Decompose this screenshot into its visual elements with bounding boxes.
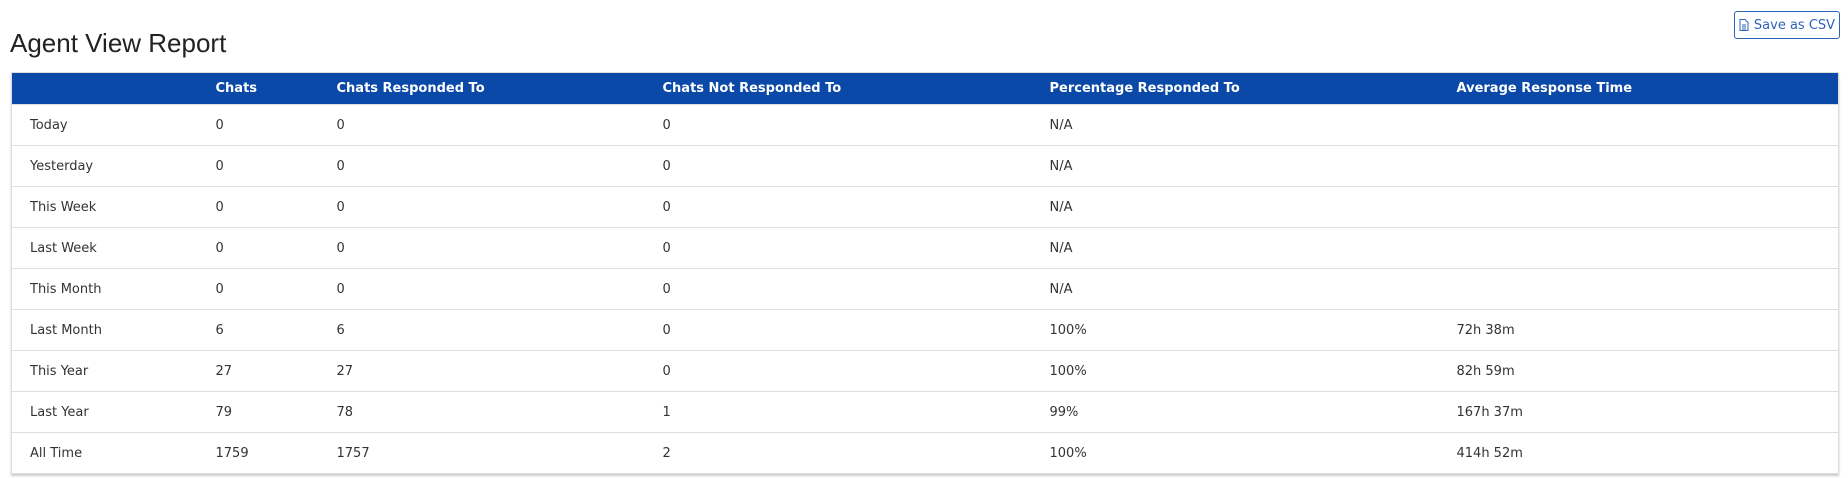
table-cell: 0 (215, 145, 337, 187)
table-cell: 99% (1049, 391, 1457, 433)
table-cell: 0 (662, 268, 1050, 310)
table-cell: N/A (1049, 268, 1457, 310)
table-row: Yesterday 0 0 0 N/A (11, 145, 1839, 187)
table-cell: N/A (1049, 227, 1457, 269)
table-cell: All Time (11, 432, 216, 474)
table-cell: Last Year (11, 391, 216, 433)
table-cell: 0 (336, 186, 663, 228)
table-cell: 0 (662, 227, 1050, 269)
header-cell: Chats Responded To (336, 72, 663, 105)
table-cell: This Week (11, 186, 216, 228)
table-cell: Last Month (11, 309, 216, 351)
table-row: Last Week 0 0 0 N/A (11, 227, 1839, 269)
table-cell: 6 (336, 309, 663, 351)
table-cell: N/A (1049, 104, 1457, 146)
header-cell: Chats (215, 72, 337, 105)
table-cell: 1757 (336, 432, 663, 474)
table-cell: 1 (662, 391, 1050, 433)
table-cell: 27 (215, 350, 337, 392)
table-cell: 0 (662, 186, 1050, 228)
file-icon (1739, 19, 1749, 31)
table-cell: 100% (1049, 350, 1457, 392)
table-cell: 82h 59m (1456, 350, 1839, 392)
table-cell: 78 (336, 391, 663, 433)
table-cell: 0 (336, 227, 663, 269)
table-cell (1456, 268, 1839, 310)
table-cell: 27 (336, 350, 663, 392)
table-cell: This Month (11, 268, 216, 310)
table-cell (1456, 227, 1839, 269)
table-cell: 0 (662, 104, 1050, 146)
header-cell: Chats Not Responded To (662, 72, 1050, 105)
table-row: Last Month 6 6 0 100% 72h 38m (11, 309, 1839, 351)
table-row: This Week 0 0 0 N/A (11, 186, 1839, 228)
table-row: All Time 1759 1757 2 100% 414h 52m (11, 432, 1839, 474)
table-cell: 0 (215, 186, 337, 228)
table-cell: This Year (11, 350, 216, 392)
table-cell: 100% (1049, 432, 1457, 474)
table-cell: 0 (662, 350, 1050, 392)
table-cell: 0 (336, 268, 663, 310)
table-cell: 0 (336, 104, 663, 146)
header-cell: Percentage Responded To (1049, 72, 1457, 105)
table-row: Today 0 0 0 N/A (11, 104, 1839, 146)
header-cell (11, 72, 216, 105)
table-cell: 100% (1049, 309, 1457, 351)
table-cell: 72h 38m (1456, 309, 1839, 351)
report-table: Chats Chats Responded To Chats Not Respond… (11, 72, 1839, 474)
table-cell: Yesterday (11, 145, 216, 187)
table-row: This Year 27 27 0 100% 82h 59m (11, 350, 1839, 392)
table-cell: 6 (215, 309, 337, 351)
table-cell: 0 (215, 227, 337, 269)
table-cell: 0 (215, 268, 337, 310)
table-cell: 414h 52m (1456, 432, 1839, 474)
header-cell: Average Response Time (1456, 72, 1839, 105)
table-cell: 0 (215, 104, 337, 146)
button-label: Save as CSV (1753, 17, 1836, 33)
table-cell: 167h 37m (1456, 391, 1839, 433)
table-cell: N/A (1049, 145, 1457, 187)
table-cell: Last Week (11, 227, 216, 269)
table-cell: 2 (662, 432, 1050, 474)
table-row: This Month 0 0 0 N/A (11, 268, 1839, 310)
table-cell: Today (11, 104, 216, 146)
table-cell: 0 (662, 145, 1050, 187)
table-cell (1456, 104, 1839, 146)
table-row: Last Year 79 78 1 99% 167h 37m (11, 391, 1839, 433)
table-cell: 79 (215, 391, 337, 433)
table-cell (1456, 186, 1839, 228)
page-title: Agent View Report (10, 28, 227, 58)
table-cell: 0 (336, 145, 663, 187)
save-csv-button[interactable]: Save as CSV (1734, 11, 1840, 39)
table-cell: N/A (1049, 186, 1457, 228)
header-row: Chats Chats Responded To Chats Not Respond… (11, 72, 1839, 105)
table-cell: 1759 (215, 432, 337, 474)
table-cell (1456, 145, 1839, 187)
table-cell: 0 (662, 309, 1050, 351)
